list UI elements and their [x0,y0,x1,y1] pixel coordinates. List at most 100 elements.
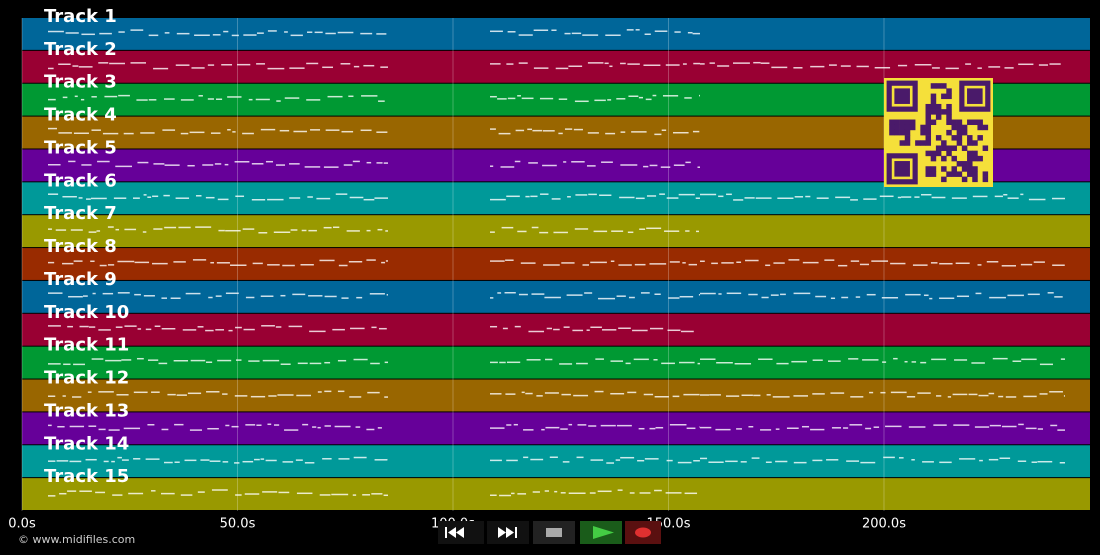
qr-cell [904,119,911,126]
qr-cell [889,124,895,131]
track-label: Track 14 [44,433,129,454]
track-band [22,18,1090,50]
qr-cell [946,114,952,120]
qr-cell [961,176,968,183]
qr-cell [946,119,952,126]
qr-cell [956,171,963,177]
qr-cell [894,129,900,136]
rewind-icon [445,527,464,538]
qr-cell [956,119,963,126]
qr-cell [956,124,963,131]
track-band [22,478,1090,510]
qr-cell [951,171,957,177]
qr-cell [972,171,978,177]
track-label: Track 12 [44,368,129,389]
track-label: Track 6 [44,170,117,191]
qr-cell [946,88,952,94]
qr-cell [930,150,937,157]
qr-cell [961,161,968,167]
qr-cell [982,171,989,177]
qr-cell [935,145,942,151]
qr-cell [899,119,906,126]
qr-cell [977,124,983,131]
qr-cell [904,135,911,141]
qr-cell [951,119,957,126]
qr-cell [925,129,932,136]
qr-cell [941,140,947,146]
qr-cell [920,129,926,136]
qr-cell [967,171,973,177]
qr-cell [930,109,937,115]
qr-cell [930,171,937,177]
qr-cell [941,109,947,115]
track-label: Track 11 [44,335,129,356]
qr-finder [894,88,910,104]
qr-cell [967,119,973,126]
track-label: Track 15 [44,466,129,487]
grid [21,18,885,511]
qr-cell [951,155,957,162]
qr-cell [946,171,952,177]
qr-cell [961,166,968,172]
qr-cell [925,103,932,110]
qr-cell [930,103,937,110]
qr-cell [894,124,900,131]
qr-cell [930,98,937,105]
track-label: Track 2 [44,39,117,60]
qr-cell [951,166,957,172]
qr-cell [941,166,947,172]
qr-finder [886,153,918,185]
qr-cell [941,93,947,100]
qr-cell [982,145,989,151]
qr-cell [925,124,932,131]
qr-cell [972,119,978,126]
qr-cell [899,124,906,131]
qr-cell [946,129,952,136]
stop-icon [546,528,562,537]
qr-cell [972,155,978,162]
footer: © www.midifiles.com [18,533,135,546]
qr-cell [967,155,973,162]
qr-cell [909,119,916,126]
controls [438,521,661,544]
qr-cell [925,140,932,146]
qr-cell [889,129,895,136]
qr-cell [956,161,963,167]
qr-cell [935,135,942,141]
qr-cell [935,150,942,157]
qr-cell [946,93,952,100]
track-label: Track 3 [44,72,117,93]
qr-cell [951,124,957,131]
qr-cell [904,124,911,131]
qr-cell [925,119,932,126]
qr-cell [967,150,973,157]
qr-cell [967,161,973,167]
qr-cell [889,119,895,126]
track-label: Track 5 [44,137,117,158]
qr-cell [894,119,900,126]
qr-cell [941,176,947,183]
qr-cell [935,114,942,120]
tick-label: 200.0s [862,517,906,532]
qr-cell [967,140,973,146]
qr-cell [941,155,947,162]
track-label: Track 7 [44,203,117,224]
qr-cell [935,103,942,110]
qr-cell [961,145,968,151]
qr-cell [982,176,989,183]
qr-finder [967,88,983,104]
qr-cell [930,155,937,162]
qr-cell [925,166,932,172]
qr-cell [925,114,932,120]
track-label: Track 10 [44,302,129,323]
qr-cell [972,140,978,146]
qr-finder [894,161,910,177]
qr-cell [899,129,906,136]
qr-cell [925,150,932,157]
qr-cell [967,135,973,141]
record-icon [635,527,651,538]
qr-cell [920,124,926,131]
qr-cell [941,145,947,151]
qr-cell [946,109,952,115]
